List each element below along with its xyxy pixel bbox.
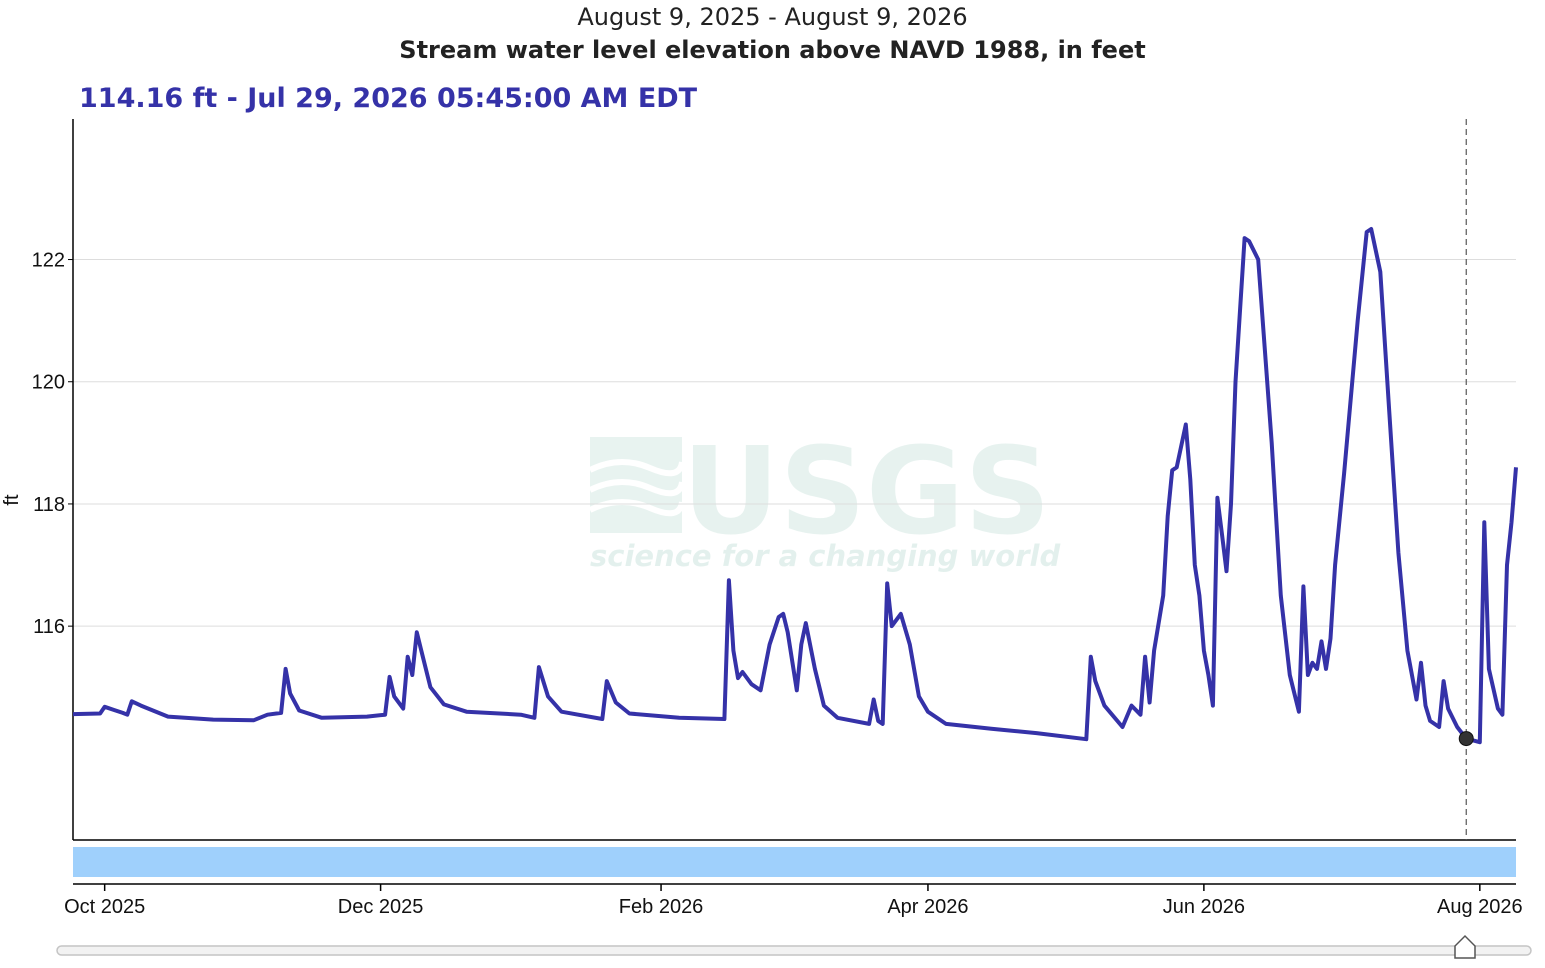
usgs-logo-waves-icon <box>588 437 685 533</box>
y-tick-label: 118 <box>33 494 65 516</box>
y-axis-ticks: 116 118 120 122 <box>32 250 73 638</box>
x-tick-label: Jun 2026 <box>1163 896 1245 918</box>
y-tick-label: 116 <box>33 616 65 638</box>
usgs-watermark: USGS science for a changing world <box>588 423 1060 573</box>
y-axis-label: ft <box>1 494 23 506</box>
x-tick-label: Aug 2026 <box>1437 896 1523 918</box>
chart-title: Stream water level elevation above NAVD … <box>399 36 1146 64</box>
time-slider-track[interactable] <box>56 945 1532 956</box>
cursor-readout: 114.16 ft - Jul 29, 2026 05:45:00 AM EDT <box>79 83 698 114</box>
date-range: August 9, 2025 - August 9, 2026 <box>577 3 968 31</box>
x-tick-label: Apr 2026 <box>887 896 968 918</box>
time-slider-handle[interactable] <box>1454 934 1476 959</box>
x-axis-ticks: Oct 2025 Dec 2025 Feb 2026 Apr 2026 Jun 2026… <box>64 884 1523 918</box>
y-tick-label: 120 <box>32 372 65 394</box>
watermark-tagline: science for a changing world <box>590 539 1060 573</box>
x-tick-label: Oct 2025 <box>64 896 145 918</box>
brush-area[interactable] <box>73 847 1516 877</box>
x-tick-label: Dec 2025 <box>338 896 424 918</box>
y-tick-label: 122 <box>32 250 65 272</box>
x-tick-label: Feb 2026 <box>619 896 704 918</box>
watermark-logo-text: USGS <box>682 423 1051 562</box>
cursor-point <box>1458 731 1474 747</box>
series-line <box>72 227 1518 745</box>
